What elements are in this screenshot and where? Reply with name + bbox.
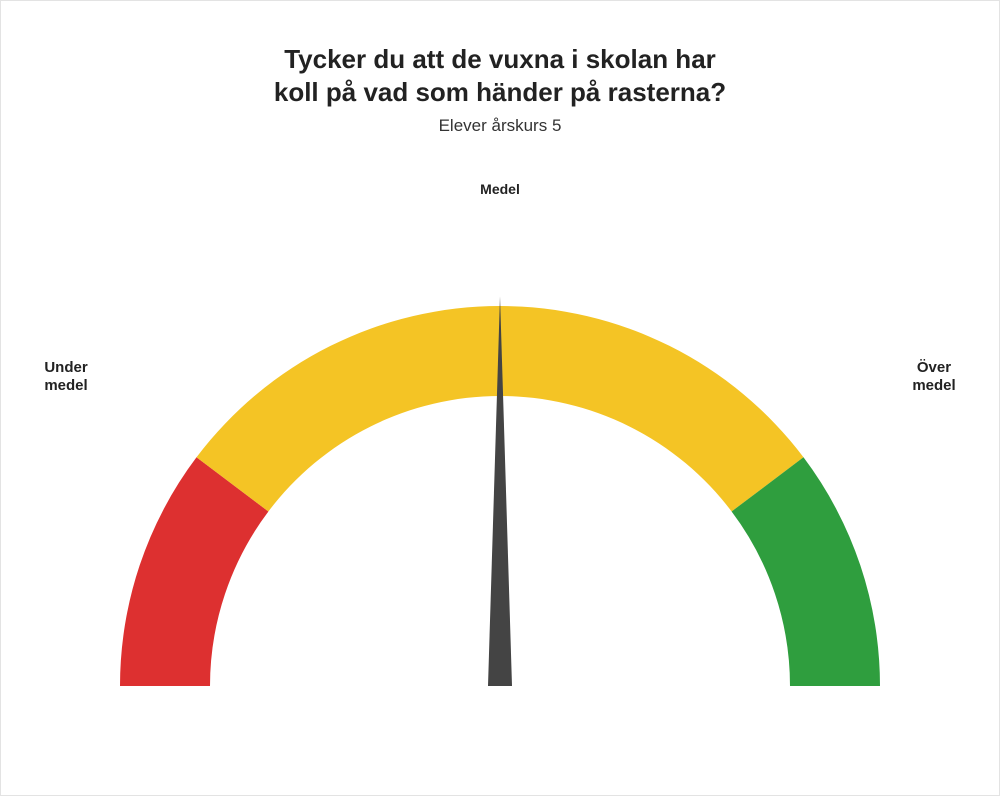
title-line-2: koll på vad som händer på rasterna? (1, 76, 999, 109)
chart-frame: Tycker du att de vuxna i skolan har koll… (0, 0, 1000, 796)
subtitle: Elever årskurs 5 (1, 116, 999, 136)
title-block: Tycker du att de vuxna i skolan har koll… (1, 43, 999, 136)
gauge-label-top: Medel (1, 181, 999, 197)
gauge-svg (50, 206, 950, 726)
gauge-chart (50, 206, 950, 726)
title-line-1: Tycker du att de vuxna i skolan har (1, 43, 999, 76)
